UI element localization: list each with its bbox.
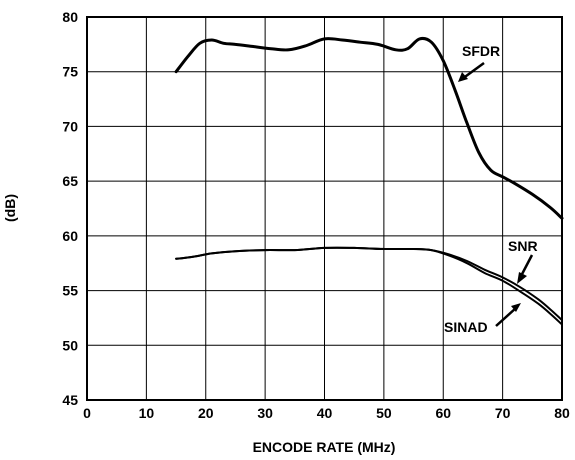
grid-lines <box>86 16 563 401</box>
x-tick-label: 80 <box>554 405 570 421</box>
y-tick-label: 65 <box>62 173 78 189</box>
plot-frame <box>86 16 563 401</box>
annotation-snr-arrowhead <box>517 272 527 284</box>
x-tick-label: 50 <box>376 405 392 421</box>
y-tick-label: 80 <box>62 9 78 25</box>
y-tick-label: 75 <box>62 64 78 80</box>
annotation-snr: SNR <box>508 238 538 254</box>
x-tick-label: 70 <box>495 405 511 421</box>
x-tick-label: 40 <box>317 405 333 421</box>
x-tick-label: 0 <box>83 405 91 421</box>
series-lines <box>174 36 564 326</box>
y-tick-label: 60 <box>62 228 78 244</box>
x-tick-label: 30 <box>257 405 273 421</box>
y-tick-label: 45 <box>62 392 78 408</box>
y-tick-label: 55 <box>62 283 78 299</box>
x-tick-label: 20 <box>198 405 214 421</box>
series-line-sinad <box>175 246 563 326</box>
series-line-snr <box>175 246 563 322</box>
series-line-sfdr <box>174 36 564 220</box>
annotation-sinad-arrowhead <box>511 303 521 312</box>
annotation-sfdr-arrowhead <box>458 72 468 82</box>
x-tick-label: 60 <box>435 405 451 421</box>
annotation-sinad-arrow <box>495 307 517 327</box>
x-axis-label: ENCODE RATE (MHz) <box>253 439 396 455</box>
x-tick-label: 10 <box>139 405 155 421</box>
annotations: SFDR SNR SINAD <box>444 43 538 335</box>
y-axis-label: (dB) <box>2 194 18 222</box>
tick-labels: 0 10 20 30 40 50 60 70 80 45 50 55 60 65 70 75 80 <box>62 9 570 421</box>
annotation-sfdr: SFDR <box>462 43 500 59</box>
y-tick-label: 50 <box>62 337 78 353</box>
annotation-sinad: SINAD <box>444 319 488 335</box>
y-tick-label: 70 <box>62 118 78 134</box>
